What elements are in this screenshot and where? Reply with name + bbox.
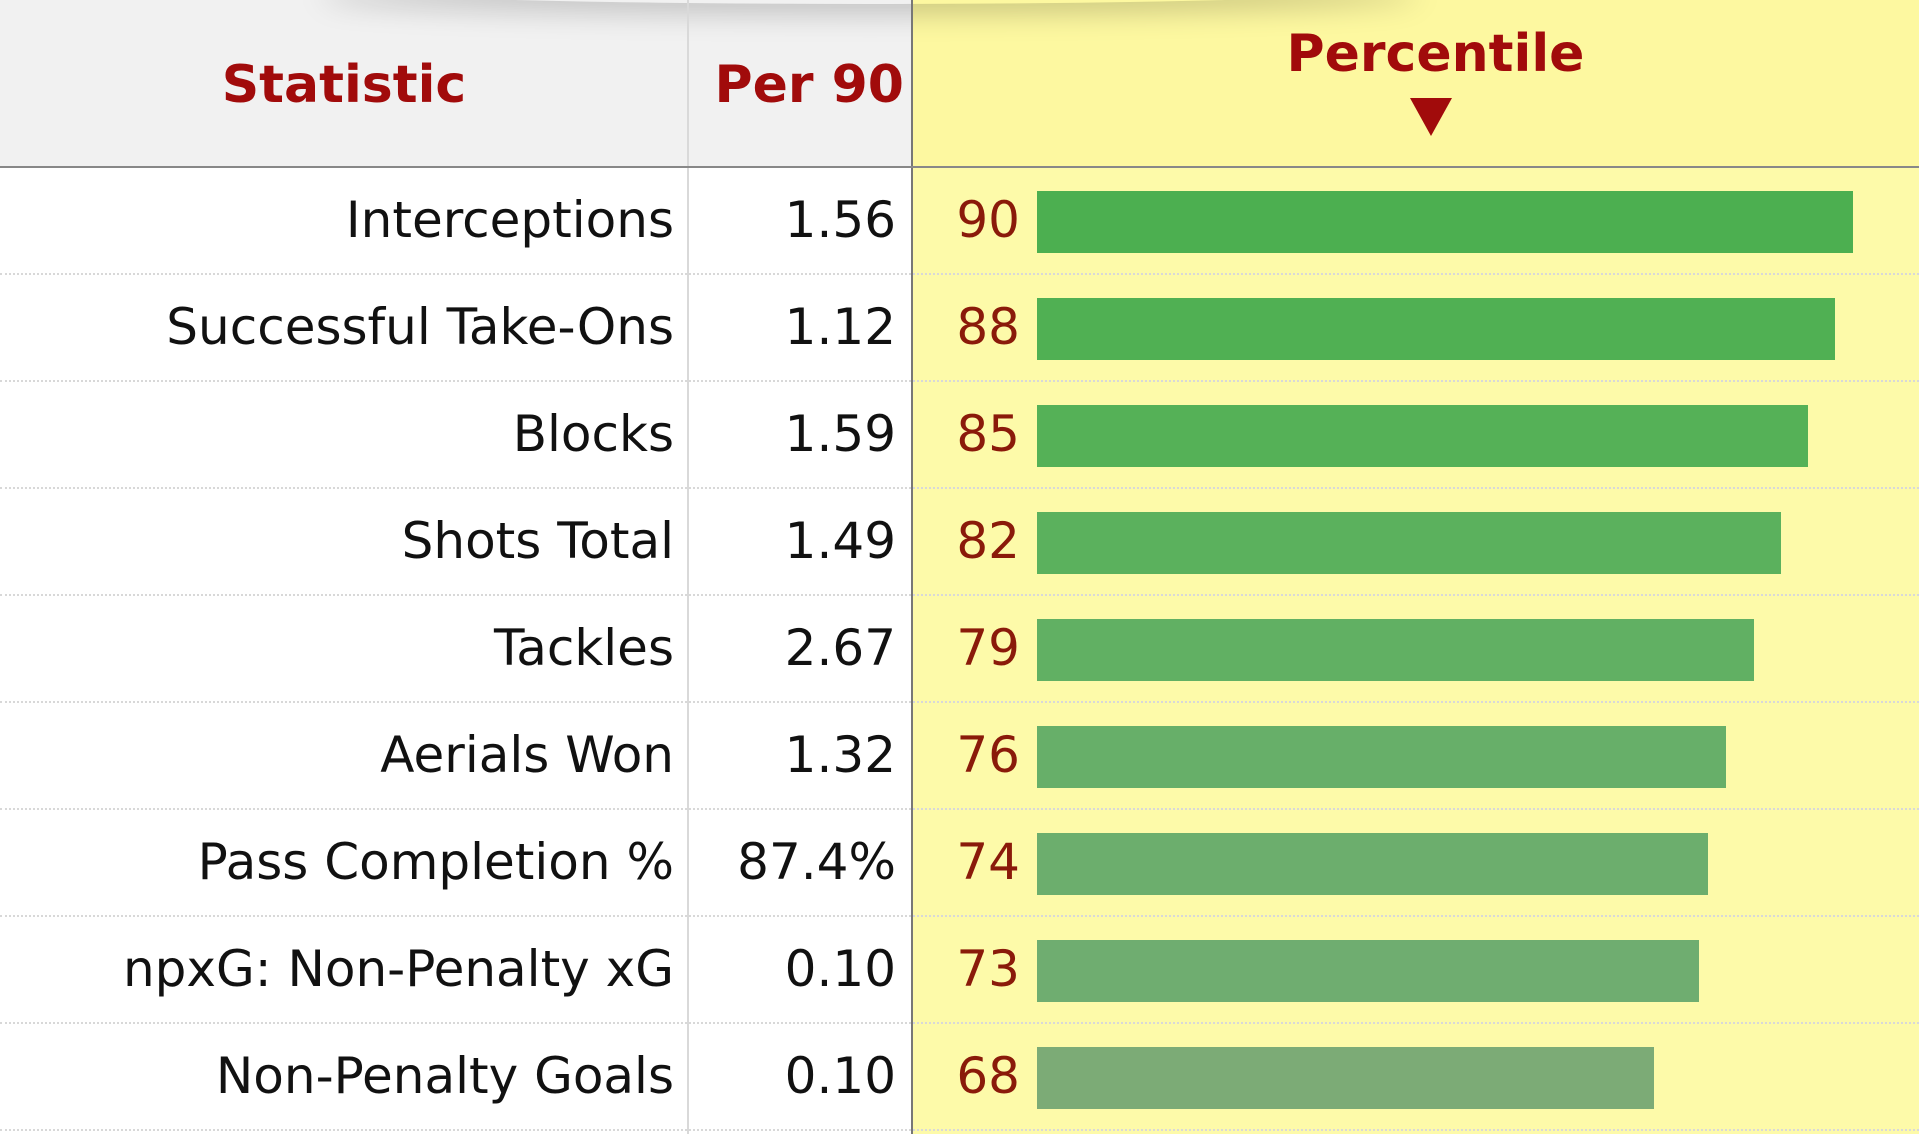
statistic-name: Aerials Won	[380, 726, 674, 784]
percentile-bar	[1037, 833, 1708, 895]
percentile-bar	[1037, 191, 1853, 253]
statistic-name: Non-Penalty Goals	[215, 1047, 674, 1105]
percentile-bar	[1037, 298, 1835, 360]
percentile-header[interactable]: Percentile	[1286, 24, 1585, 84]
statistic-name: Successful Take-Ons	[166, 298, 674, 356]
table-row: Aerials Won 1.32 76	[0, 703, 1919, 810]
percentile-value: 74	[956, 833, 1020, 891]
per90-value: 1.49	[784, 512, 896, 570]
percentile-bar	[1037, 1047, 1654, 1109]
table-row: Non-Penalty Goals 0.10 68	[0, 1024, 1919, 1131]
percentile-bar	[1037, 726, 1726, 788]
table-row: Interceptions 1.56 90	[0, 168, 1919, 275]
table-row: Pass Completion % 87.4% 74	[0, 810, 1919, 917]
percentile-bar	[1037, 405, 1808, 467]
percentile-bar	[1037, 619, 1754, 681]
statistic-name: Interceptions	[345, 191, 674, 249]
table-row: Successful Take-Ons 1.12 88	[0, 275, 1919, 382]
percentile-value: 79	[956, 619, 1020, 677]
table-row: npxG: Non-Penalty xG 0.10 73	[0, 917, 1919, 1024]
statistic-name: Pass Completion %	[197, 833, 674, 891]
percentile-value: 85	[956, 405, 1020, 463]
per90-header[interactable]: Per 90	[714, 55, 905, 115]
table-row: Tackles 2.67 79	[0, 596, 1919, 703]
table-row: Shots Total 1.49 82	[0, 489, 1919, 596]
statistic-column	[0, 0, 688, 1134]
statistic-name: Tackles	[493, 619, 674, 677]
percentile-value: 68	[956, 1047, 1020, 1105]
percentile-value: 88	[956, 298, 1020, 356]
percentile-header-cell[interactable]	[912, 0, 1919, 168]
per90-value: 0.10	[784, 1047, 896, 1105]
percentile-bar	[1037, 940, 1699, 1002]
statistic-header[interactable]: Statistic	[221, 55, 467, 115]
per90-value: 0.10	[784, 940, 896, 998]
per90-value: 87.4%	[737, 833, 896, 891]
statistic-header-cell[interactable]	[0, 0, 688, 168]
percentile-value: 90	[956, 191, 1020, 249]
column-divider	[687, 0, 689, 1134]
per90-value: 2.67	[784, 619, 896, 677]
per90-value: 1.59	[784, 405, 896, 463]
statistic-name: Shots Total	[401, 512, 674, 570]
column-divider	[911, 0, 913, 1134]
statistic-name: Blocks	[512, 405, 674, 463]
sort-descending-icon[interactable]	[1410, 98, 1452, 136]
percentile-value: 76	[956, 726, 1020, 784]
percentile-value: 82	[956, 512, 1020, 570]
percentile-bar	[1037, 512, 1781, 574]
per90-column	[688, 0, 912, 1134]
header-divider	[0, 166, 1919, 168]
per90-value: 1.32	[784, 726, 896, 784]
per90-value: 1.12	[784, 298, 896, 356]
table-body: Interceptions 1.56 90 Successful Take-Ons 1.…	[0, 168, 1919, 1131]
table-row: Blocks 1.59 85	[0, 382, 1919, 489]
percentile-value: 73	[956, 940, 1020, 998]
statistic-name: npxG: Non-Penalty xG	[122, 940, 674, 998]
per90-value: 1.56	[784, 191, 896, 249]
per90-header-cell[interactable]	[688, 0, 912, 168]
